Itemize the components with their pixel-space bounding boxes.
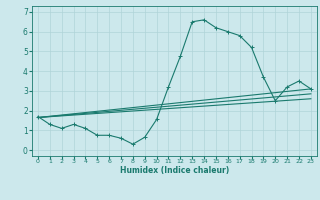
X-axis label: Humidex (Indice chaleur): Humidex (Indice chaleur) xyxy=(120,166,229,175)
